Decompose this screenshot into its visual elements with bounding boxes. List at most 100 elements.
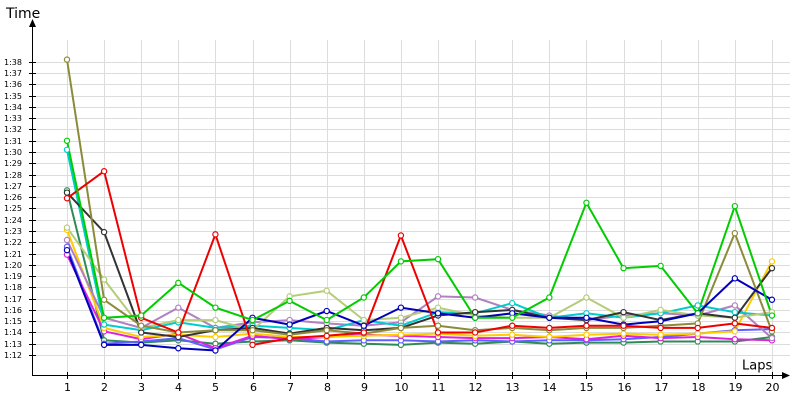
data-point (249, 316, 256, 324)
x-tick-label: 1 (64, 381, 71, 394)
data-point (63, 224, 71, 231)
data-point (620, 322, 627, 329)
data-point (657, 324, 664, 332)
y-tick-label: 1:19 (4, 272, 22, 281)
y-tick-label: 1:37 (4, 69, 22, 78)
data-point (731, 275, 739, 282)
data-point (731, 336, 739, 343)
data-point (731, 230, 739, 237)
x-tick-label: 2 (101, 381, 108, 394)
y-tick-label: 1:31 (4, 137, 22, 146)
data-point (546, 324, 553, 332)
data-point (768, 264, 776, 272)
x-tick-label: 6 (250, 381, 257, 394)
data-point (323, 332, 330, 340)
x-tick-label: 15 (580, 381, 594, 394)
x-tick-label: 7 (287, 381, 294, 394)
data-point (509, 314, 516, 321)
data-point (138, 341, 145, 349)
x-tick-label: 5 (212, 381, 219, 394)
y-tick-label: 1:20 (4, 261, 22, 270)
data-point (546, 314, 553, 321)
data-point (323, 307, 330, 315)
data-point (360, 329, 368, 336)
data-point (286, 334, 293, 342)
data-point (471, 329, 479, 336)
y-tick-label: 1:12 (4, 351, 22, 360)
y-tick-label: 1:16 (4, 306, 22, 315)
x-axis-title: Laps (742, 359, 772, 374)
data-point (249, 326, 256, 334)
data-point (620, 264, 627, 272)
y-tick-label: 1:18 (4, 283, 22, 292)
data-point (212, 231, 219, 238)
data-point (583, 322, 590, 329)
data-point (212, 333, 219, 341)
x-tick-label: 14 (543, 381, 557, 394)
data-point (657, 262, 664, 270)
data-point (434, 293, 442, 300)
data-point (138, 322, 145, 329)
data-point (63, 189, 71, 196)
y-tick-label: 1:15 (4, 317, 22, 326)
data-point (212, 326, 219, 334)
y-axis-arrow (29, 19, 36, 27)
y-tick-label: 1:34 (4, 103, 22, 112)
data-point (360, 294, 368, 301)
data-point (100, 276, 108, 283)
data-point (434, 329, 442, 336)
data-point (694, 324, 701, 332)
data-point (100, 321, 108, 328)
series-line (66, 59, 773, 336)
x-tick-label: 12 (469, 381, 483, 394)
data-point (434, 304, 442, 311)
series-line (66, 140, 773, 322)
data-point (323, 316, 330, 324)
data-point (360, 316, 368, 324)
data-point (509, 299, 516, 307)
data-point (731, 302, 739, 309)
data-point (657, 317, 664, 325)
data-point (620, 314, 627, 321)
data-point (63, 246, 71, 254)
data-point (63, 137, 71, 144)
data-point (768, 258, 776, 265)
data-point (620, 308, 627, 316)
data-point (63, 195, 71, 202)
data-point (63, 236, 71, 244)
data-point (175, 279, 182, 287)
y-axis-title: Time (5, 6, 40, 22)
data-point (731, 320, 739, 327)
data-point (657, 331, 664, 338)
x-tick-label: 13 (506, 381, 520, 394)
data-point (620, 330, 627, 337)
data-point (138, 329, 145, 336)
data-point (63, 56, 71, 63)
data-point (434, 322, 442, 329)
y-tick-label: 1:36 (4, 80, 22, 89)
data-point (286, 297, 293, 305)
x-tick-label: 17 (655, 381, 669, 394)
y-tick-label: 1:33 (4, 114, 22, 123)
data-point (63, 146, 71, 153)
data-point (731, 202, 739, 210)
series-lines (63, 56, 776, 354)
y-tick-label: 1:22 (4, 238, 22, 247)
data-point (471, 314, 479, 321)
y-tick-label: 1:17 (4, 295, 22, 304)
data-point (100, 228, 108, 236)
data-point (768, 334, 776, 342)
data-point (583, 331, 590, 338)
data-point (397, 232, 405, 239)
x-tick-label: 3 (138, 381, 145, 394)
x-tick-label: 11 (432, 381, 446, 394)
data-point (175, 329, 182, 336)
x-tick-label: 9 (361, 381, 368, 394)
data-point (434, 310, 442, 317)
series-line (66, 191, 773, 339)
data-point (731, 328, 739, 335)
data-point (509, 322, 516, 329)
y-tick-label: 1:25 (4, 204, 22, 213)
data-point (100, 341, 108, 349)
